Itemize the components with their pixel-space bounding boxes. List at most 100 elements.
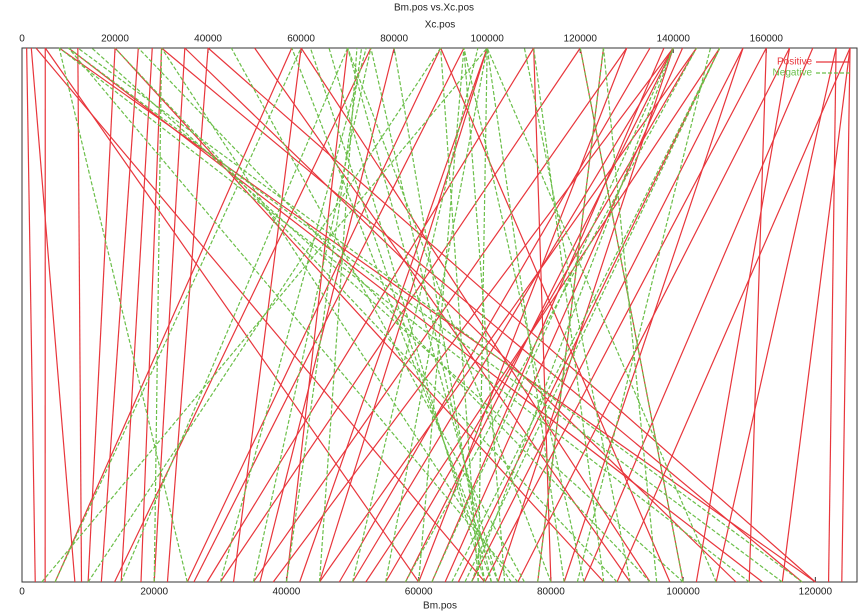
x2-tick-label: 100000: [470, 34, 504, 45]
link-line: [583, 47, 814, 583]
x2-tick-label: 160000: [750, 34, 784, 45]
link-line: [254, 47, 631, 583]
link-line: [385, 47, 698, 583]
link-line: [347, 47, 499, 583]
link-line: [120, 47, 153, 583]
link-line: [404, 47, 698, 583]
link-line: [484, 47, 767, 583]
link-line: [497, 47, 674, 583]
link-line: [715, 47, 837, 583]
x2-tick-label: 80000: [380, 34, 408, 45]
link-line: [616, 47, 851, 583]
chart-title: Bm.pos vs.Xc.pos: [394, 3, 474, 14]
x-tick-label: 40000: [273, 587, 301, 598]
link-line: [291, 47, 499, 583]
link-line: [58, 47, 750, 583]
link-line: [114, 47, 372, 583]
link-line: [748, 47, 767, 583]
link-line: [77, 47, 83, 583]
link-line: [26, 47, 36, 583]
link-line: [120, 47, 349, 583]
link-line: [161, 47, 512, 583]
link-line: [68, 47, 783, 583]
x-tick-label: 80000: [537, 587, 565, 598]
top-axis-label: Xc.pos: [425, 20, 456, 31]
link-line: [576, 47, 712, 583]
link-line: [451, 47, 721, 583]
x-tick-label: 120000: [799, 587, 833, 598]
link-line: [161, 47, 803, 583]
x-tick-label: 0: [19, 587, 25, 598]
link-line: [100, 47, 139, 583]
link-line: [58, 47, 816, 583]
link-line: [193, 47, 465, 583]
link-line: [285, 47, 349, 583]
link-line: [219, 47, 367, 583]
link-line: [463, 47, 585, 583]
link-line: [370, 47, 492, 583]
link-line: [186, 47, 442, 583]
link-line: [328, 47, 486, 583]
link-line: [440, 47, 671, 583]
link-line: [54, 47, 302, 583]
link-line: [300, 47, 651, 583]
link-line: [285, 47, 363, 583]
link-line: [309, 47, 492, 583]
link-line: [841, 47, 851, 583]
link-line: [477, 47, 488, 583]
link-line: [440, 47, 479, 583]
link-line: [58, 47, 188, 583]
link-line: [486, 47, 717, 583]
link-line: [827, 47, 837, 583]
link-line: [404, 47, 674, 583]
x2-tick-label: 140000: [657, 34, 691, 45]
link-line: [68, 47, 763, 583]
legend-label: Positive: [777, 57, 812, 68]
x-tick-label: 100000: [666, 587, 700, 598]
link-line: [457, 47, 721, 583]
link-line: [385, 47, 488, 583]
link-line: [259, 47, 395, 583]
link-line: [537, 47, 605, 583]
x2-tick-label: 60000: [287, 34, 315, 45]
link-line: [533, 47, 552, 583]
link-line: [347, 47, 552, 583]
link-line: [318, 47, 488, 583]
link-line: [695, 47, 791, 583]
link-line: [35, 47, 486, 583]
link-line: [523, 47, 631, 583]
link-line: [444, 47, 684, 583]
link-line: [351, 47, 479, 583]
link-line: [114, 47, 605, 583]
x2-tick-label: 20000: [101, 34, 129, 45]
bottom-axis-label: Bm.pos: [423, 601, 457, 612]
x2-tick-label: 40000: [194, 34, 222, 45]
link-line: [230, 47, 525, 583]
link-line: [114, 47, 618, 583]
link-line: [184, 47, 737, 583]
x2-tick-label: 0: [19, 34, 25, 45]
link-line: [431, 47, 674, 583]
link-line: [352, 47, 674, 583]
link-line: [91, 47, 684, 583]
link-line: [44, 47, 420, 583]
link-line: [166, 47, 209, 583]
link-line: [338, 47, 651, 583]
link-line: [41, 47, 488, 583]
link-line: [30, 47, 76, 583]
link-line: [140, 47, 163, 583]
link-line: [137, 47, 651, 583]
x-tick-label: 20000: [140, 587, 168, 598]
link-line: [272, 47, 674, 583]
x2-tick-label: 120000: [564, 34, 598, 45]
link-line: [54, 47, 293, 583]
link-line: [252, 47, 372, 583]
link-line: [602, 47, 658, 583]
link-line: [464, 47, 721, 583]
link-line: [471, 47, 674, 583]
link-line: [781, 47, 851, 583]
link-line: [153, 47, 163, 583]
link-line: [579, 47, 684, 583]
link-line: [471, 47, 744, 583]
